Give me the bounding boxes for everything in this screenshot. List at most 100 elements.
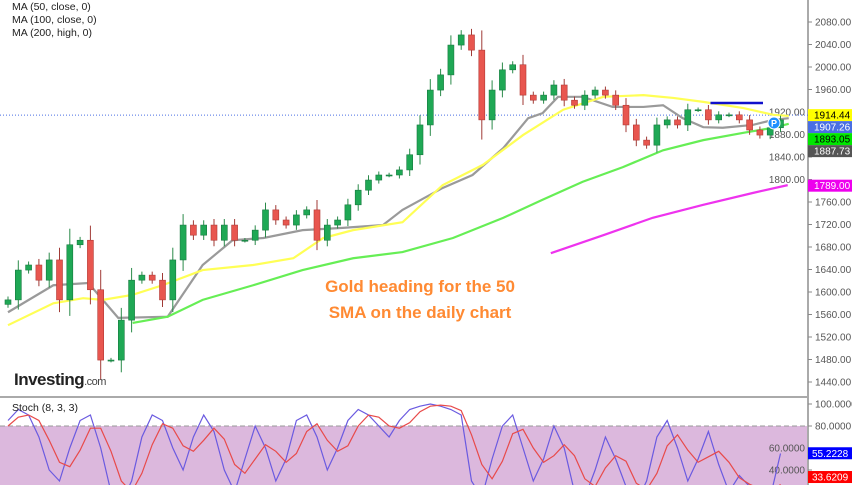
candle-body xyxy=(571,99,578,106)
candle xyxy=(437,68,444,97)
candle-body xyxy=(35,264,43,281)
candle-body xyxy=(674,119,681,126)
candle-body xyxy=(385,174,393,177)
candle-body xyxy=(210,224,218,241)
candle xyxy=(210,219,218,247)
candle-body xyxy=(602,89,609,96)
candle xyxy=(447,35,455,85)
candle-body xyxy=(334,219,341,226)
legend-ma-50: MA (50, close, 0) xyxy=(12,1,91,13)
candle xyxy=(715,111,723,124)
price-label: 1789.00 xyxy=(814,181,851,192)
candle-body xyxy=(468,34,475,51)
price-label-bg xyxy=(808,145,852,158)
candle-body xyxy=(293,214,300,226)
candle-body xyxy=(426,89,434,126)
candle xyxy=(66,228,74,316)
y-tick-label: 1920.00 xyxy=(769,108,806,119)
candle xyxy=(591,86,599,99)
candle xyxy=(354,184,362,211)
price-label-bg xyxy=(808,133,852,146)
candle xyxy=(128,267,135,333)
candle-body xyxy=(148,274,156,281)
candle xyxy=(519,54,527,105)
candle-body xyxy=(396,169,403,176)
candle xyxy=(674,116,681,129)
candle xyxy=(396,166,403,179)
y-tick-label: 1800.00 xyxy=(769,175,806,186)
stoch-tick-label: 60.0000 xyxy=(769,444,806,455)
stoch-line-d xyxy=(7,404,781,485)
ma-legend: MA (50, close, 0) MA (100, close, 0) MA … xyxy=(12,1,97,40)
candle xyxy=(179,214,187,271)
candle xyxy=(705,104,712,125)
candle xyxy=(468,28,475,57)
candle xyxy=(684,103,692,131)
candle-body xyxy=(159,279,166,301)
candle-body xyxy=(684,109,692,126)
stoch-tick-label: 40.0000 xyxy=(769,466,806,477)
stoch-value-label: 55.2228 xyxy=(812,449,849,460)
candle-body xyxy=(437,74,444,91)
ma-line-green xyxy=(132,122,790,325)
candle-body xyxy=(550,84,558,96)
y-tick-label: 1440.00 xyxy=(815,378,852,389)
candle-body xyxy=(725,114,733,117)
candle-body xyxy=(87,239,94,291)
candle-body xyxy=(715,114,723,121)
candle-body xyxy=(653,124,661,146)
candle xyxy=(313,200,321,251)
candle-body xyxy=(499,69,506,91)
candle xyxy=(416,115,424,165)
y-tick-label: 1640.00 xyxy=(815,265,852,276)
legend-ma-100: MA (100, close, 0) xyxy=(12,14,97,26)
annotation-line-2: SMA on the daily chart xyxy=(328,303,512,322)
candle-body xyxy=(622,104,630,126)
candle xyxy=(509,61,517,74)
candle-body xyxy=(344,204,352,221)
candle xyxy=(262,202,269,238)
candle xyxy=(169,247,177,313)
investing-logo: Investing.com xyxy=(14,370,106,390)
candle xyxy=(334,216,341,229)
candle-body xyxy=(560,84,568,101)
candle-body xyxy=(447,44,455,76)
candle-body xyxy=(457,34,465,46)
y-tick-label: 1760.00 xyxy=(815,198,852,209)
candle-body xyxy=(735,114,743,121)
candle-body xyxy=(97,289,104,361)
candle-body xyxy=(612,94,620,106)
candle-body xyxy=(25,264,32,271)
candle xyxy=(746,115,753,135)
candle xyxy=(4,296,12,308)
candle xyxy=(148,271,156,284)
candle xyxy=(725,112,733,118)
y-tick-label: 1680.00 xyxy=(815,243,852,254)
candle-body xyxy=(509,64,517,71)
candle-body xyxy=(138,274,146,281)
candle-body xyxy=(643,139,650,146)
logo-suffix: .com xyxy=(84,376,106,388)
candle xyxy=(529,91,537,104)
candle xyxy=(694,107,702,112)
candle-body xyxy=(632,124,640,141)
candle xyxy=(365,175,372,195)
candle xyxy=(272,205,280,225)
candle xyxy=(643,136,650,149)
candle xyxy=(499,62,506,98)
candle xyxy=(550,80,558,100)
candle-body xyxy=(365,179,372,191)
candle-body xyxy=(529,94,537,101)
stoch-line-k xyxy=(7,403,782,485)
candle-body xyxy=(45,259,53,281)
candle xyxy=(488,80,496,130)
candle xyxy=(190,220,197,240)
candle xyxy=(478,30,486,140)
candle xyxy=(653,117,661,153)
candle xyxy=(231,219,238,247)
stoch-value-label: 33.6209 xyxy=(812,473,849,484)
candle-body xyxy=(406,154,414,171)
y-tick-label: 1520.00 xyxy=(815,333,852,344)
